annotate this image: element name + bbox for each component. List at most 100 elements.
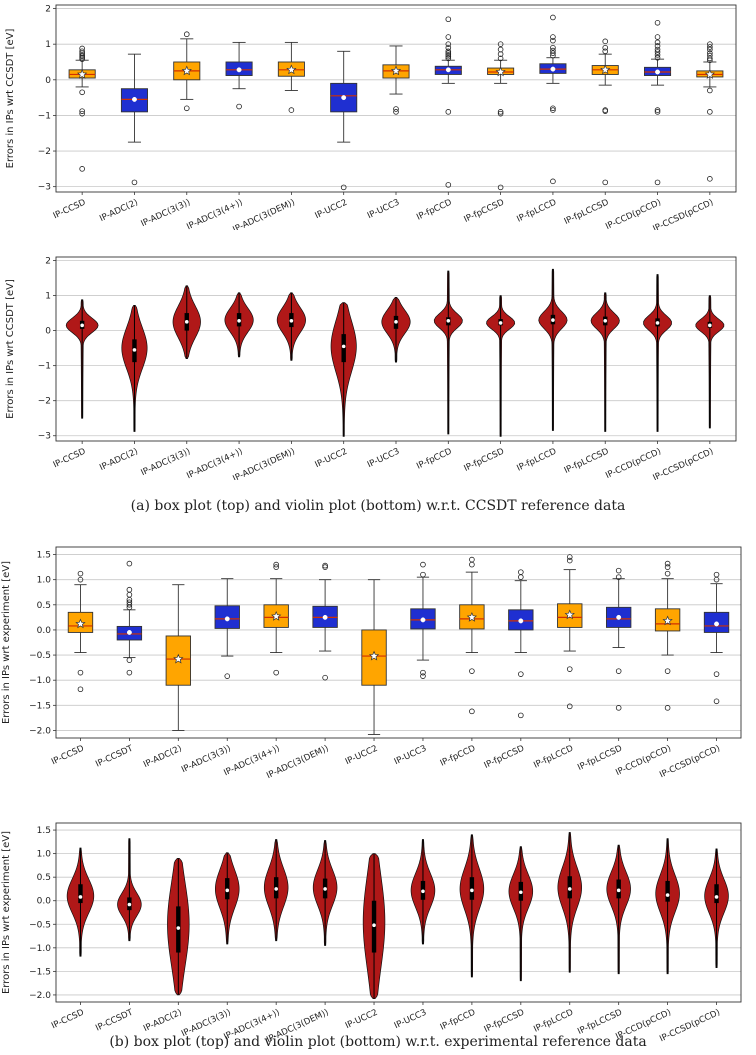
x-tick-label: IP-fpLCCD bbox=[515, 446, 558, 473]
x-tick-label: IP-ADC(2) bbox=[142, 1008, 183, 1034]
x-tick-label: IP-CCSD(pCCD) bbox=[652, 198, 716, 230]
y-tick-label: −1.0 bbox=[29, 676, 51, 686]
y-tick-label: −2.0 bbox=[29, 991, 51, 1001]
violin-median-dot bbox=[567, 887, 572, 891]
outlier bbox=[566, 554, 573, 560]
mean-star bbox=[173, 653, 184, 664]
mean-dot bbox=[132, 96, 137, 102]
outlier bbox=[654, 46, 661, 53]
outlier bbox=[445, 50, 452, 56]
y-tick-label: 0.5 bbox=[37, 873, 51, 883]
outlier bbox=[566, 703, 573, 710]
outlier bbox=[79, 166, 85, 172]
mean-star bbox=[77, 69, 88, 79]
y-tick-label: 0.5 bbox=[37, 601, 51, 611]
outlier bbox=[654, 34, 661, 40]
outlier bbox=[654, 49, 661, 55]
violin-median-dot bbox=[498, 321, 503, 325]
outlier bbox=[77, 570, 84, 577]
outlier bbox=[664, 668, 671, 674]
outlier bbox=[654, 54, 661, 61]
x-tick-label: IP-UCC3 bbox=[393, 1008, 428, 1032]
mean-dot bbox=[655, 69, 660, 75]
y-tick-label: 0.0 bbox=[37, 897, 52, 907]
mean-star bbox=[466, 611, 478, 622]
x-tick-label: IP-fpLCCD bbox=[515, 197, 558, 224]
x-tick-label: IP-UCC3 bbox=[366, 447, 401, 471]
x-tick-label: IP-UCC3 bbox=[393, 744, 428, 768]
outlier bbox=[664, 570, 671, 577]
outlier bbox=[273, 669, 279, 676]
outlier bbox=[126, 657, 133, 663]
violin-median-dot bbox=[603, 318, 608, 323]
violin-median-dot bbox=[323, 887, 327, 891]
outlier bbox=[340, 184, 347, 191]
outlier bbox=[183, 31, 190, 38]
outlier bbox=[445, 34, 452, 40]
mean-dot bbox=[322, 614, 328, 620]
mean-star bbox=[662, 615, 673, 626]
y-tick-label: −1 bbox=[38, 111, 51, 121]
y-tick-label: 1 bbox=[45, 292, 51, 302]
violin-median-dot bbox=[446, 318, 451, 323]
mean-star bbox=[368, 650, 380, 661]
outlier bbox=[707, 176, 713, 182]
mean-dot bbox=[224, 616, 230, 622]
x-tick-label: IP-fpCCSD bbox=[483, 743, 527, 770]
outlier bbox=[664, 705, 671, 711]
x-tick-label: IP-CCSDT bbox=[94, 1007, 135, 1033]
violin-median-dot bbox=[714, 895, 719, 899]
violin-plot-ccsdt: −3 −2 −1 0 1 2 Errors in IPs wrt CCSDT [eV] IP-… bbox=[5, 257, 737, 480]
outlier bbox=[497, 184, 504, 191]
violin-median-dot bbox=[176, 926, 181, 930]
x-tick-label: IP-fpLCCD bbox=[532, 743, 575, 770]
mean-dot bbox=[341, 95, 347, 101]
outlier bbox=[445, 53, 452, 60]
outlier bbox=[445, 182, 452, 188]
x-tick-label: IP-CCSD bbox=[50, 743, 86, 767]
violin-median-dot bbox=[394, 320, 398, 324]
outlier bbox=[445, 109, 452, 115]
x-tick-label: IP-fpCCD bbox=[439, 1007, 478, 1032]
outlier bbox=[445, 48, 452, 55]
violin-median-dot bbox=[372, 923, 376, 928]
violin-median-dot bbox=[225, 888, 230, 893]
y-tick-label: −3 bbox=[38, 432, 51, 442]
outlier bbox=[273, 564, 279, 570]
y-tick-label: 1.5 bbox=[37, 826, 51, 836]
violin-median-dot bbox=[341, 344, 346, 349]
outlier bbox=[126, 599, 133, 606]
y-axis-label: Errors in IPs wrt CCSDT [eV] bbox=[5, 279, 16, 419]
y-axis-label: Errors in IPs wrt CCSDT [eV] bbox=[5, 29, 16, 169]
outlier bbox=[126, 591, 133, 598]
outlier bbox=[615, 574, 622, 580]
outlier bbox=[224, 673, 231, 679]
x-tick-label: IP-fpCCSD bbox=[463, 446, 507, 473]
outlier bbox=[654, 109, 661, 115]
violin-plot-experiment: −2.0 −1.5 −1.0 −0.5 0.0 0.5 1.0 1.5 Errors in IP… bbox=[1, 822, 742, 1045]
outlier bbox=[654, 20, 661, 26]
outlier bbox=[288, 107, 295, 113]
outlier bbox=[77, 576, 84, 583]
x-tick-label: IP-CCSDT bbox=[94, 743, 135, 769]
violin-median-dot bbox=[132, 348, 137, 352]
outlier bbox=[550, 14, 556, 21]
box-plot-ccsdt: −3 −2 −1 0 1 2 Errors in IPs wrt CCSDT [eV] IP-… bbox=[5, 4, 737, 230]
outlier bbox=[707, 46, 713, 53]
outlier bbox=[615, 705, 622, 711]
outlier bbox=[445, 44, 452, 51]
mean-star bbox=[271, 610, 282, 621]
outlier bbox=[420, 561, 426, 568]
outlier bbox=[615, 567, 622, 574]
y-tick-label: −1.5 bbox=[29, 701, 51, 711]
y-axis-label: Errors in IPs wrt experiment [eV] bbox=[1, 561, 12, 724]
outlier bbox=[664, 564, 671, 570]
x-tick-label: IP-CCSD bbox=[50, 1007, 86, 1031]
mean-dot bbox=[445, 67, 451, 73]
outlier bbox=[518, 671, 524, 677]
x-tick-label: IP-UCC2 bbox=[344, 1008, 379, 1032]
outlier bbox=[654, 52, 661, 58]
x-tick-label: IP-UCC3 bbox=[366, 198, 401, 222]
mean-star bbox=[600, 64, 611, 75]
violin-median-dot bbox=[78, 895, 83, 899]
